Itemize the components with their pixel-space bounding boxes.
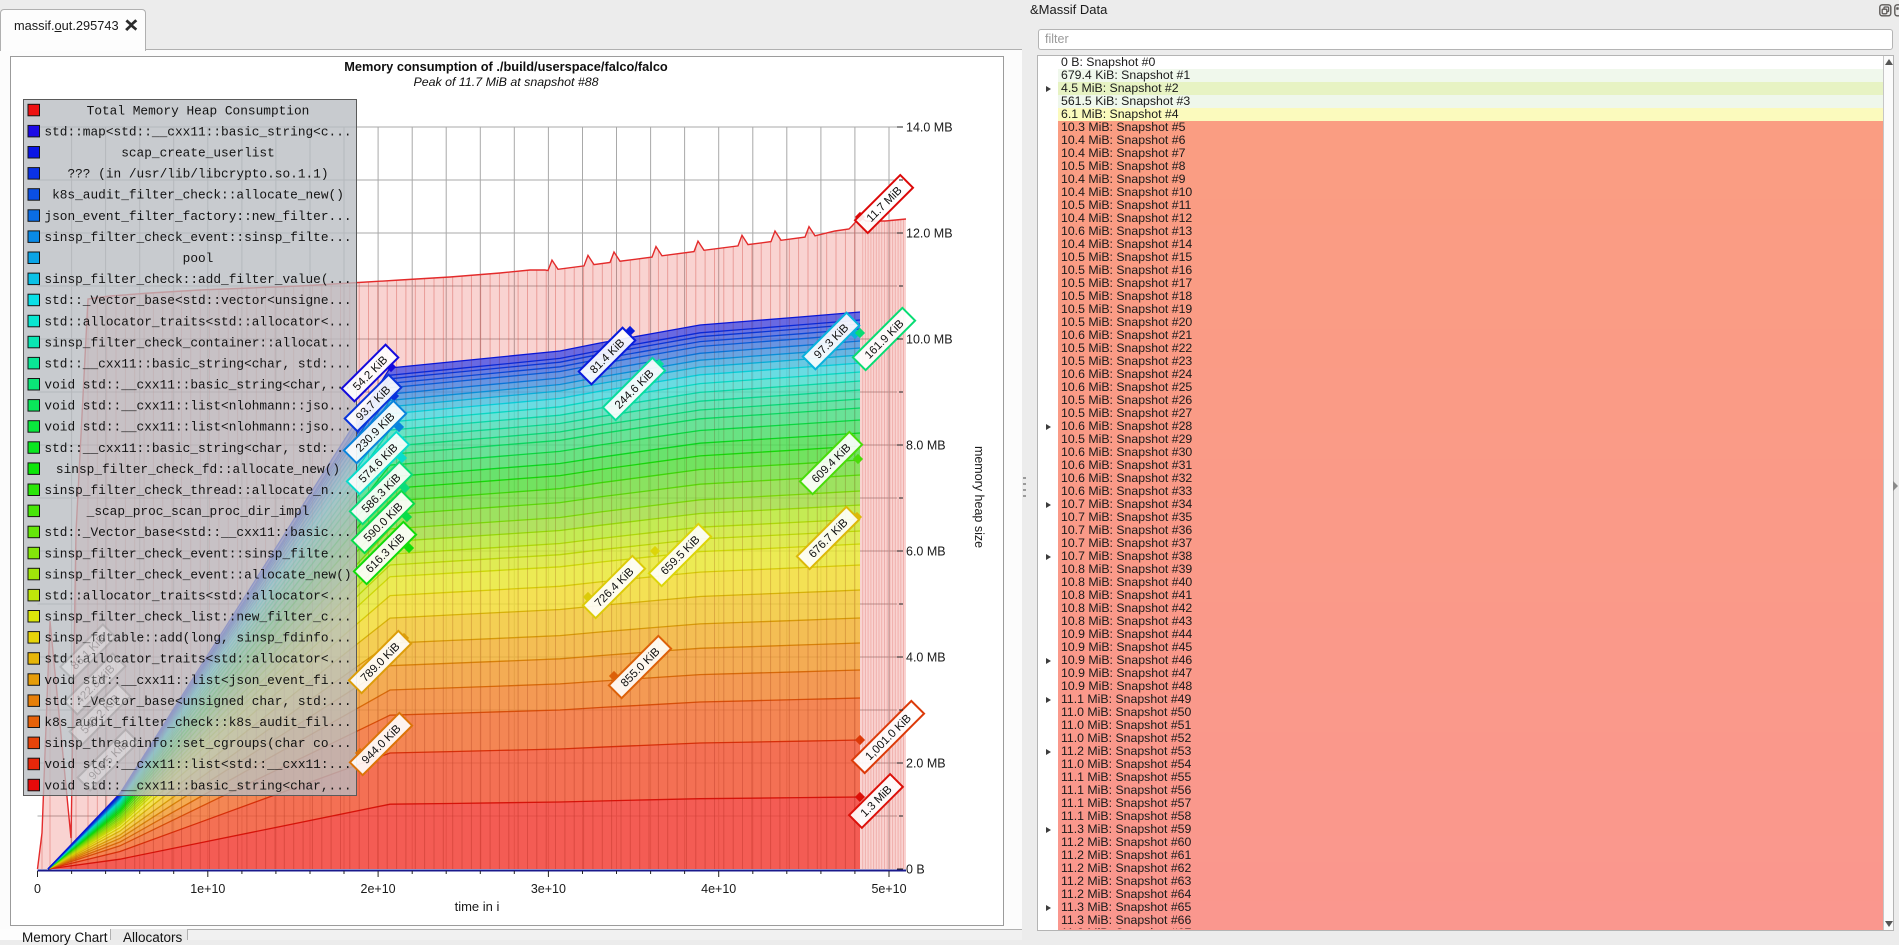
svg-text:Peak of 11.7 MiB at snapshot #: Peak of 11.7 MiB at snapshot #88: [413, 75, 598, 89]
svg-text:k8s_audit_filter_check::k8s_au: k8s_audit_filter_check::k8s_audit_fil...: [44, 715, 351, 730]
svg-text:sinsp_filter_check_container::: sinsp_filter_check_container::allocat...: [44, 335, 351, 350]
svg-text:1e+10: 1e+10: [190, 882, 225, 896]
svg-text:sinsp_filter_check_event::sins: sinsp_filter_check_event::sinsp_filte...: [44, 230, 351, 245]
svg-text:std::_Vector_base<std::vector<: std::_Vector_base<std::vector<unsigne...: [44, 293, 351, 308]
svg-text:void std::__cxx11::list<std::_: void std::__cxx11::list<std::__cxx11:...: [44, 757, 351, 772]
svg-text:sinsp_filter_check_event::sins: sinsp_filter_check_event::sinsp_filte...: [44, 546, 351, 561]
svg-text:void std::__cxx11::basic_strin: void std::__cxx11::basic_string<char,...: [44, 378, 351, 393]
svg-text:2.0 MB: 2.0 MB: [906, 757, 946, 771]
svg-text:6.0 MB: 6.0 MB: [906, 545, 946, 559]
svg-text:??? (in /usr/lib/libcrypto.so.: ??? (in /usr/lib/libcrypto.so.1.1): [67, 167, 328, 182]
svg-text:std::_Vector_base<unsigned cha: std::_Vector_base<unsigned char, std:...: [44, 694, 351, 709]
svg-text:k8s_audit_filter_check::alloca: k8s_audit_filter_check::allocate_new(): [52, 188, 344, 203]
svg-text:4.0 MB: 4.0 MB: [906, 651, 946, 665]
svg-text:sinsp_filter_check_fd::allocat: sinsp_filter_check_fd::allocate_new(): [56, 462, 340, 477]
svg-text:json_event_filter_factory::new: json_event_filter_factory::new_filter...: [44, 209, 351, 224]
svg-text:pool: pool: [183, 251, 214, 266]
svg-text:sinsp_filter_check_list::new_f: sinsp_filter_check_list::new_filter_c...: [44, 610, 351, 625]
svg-text:Total Memory Heap Consumption: Total Memory Heap Consumption: [87, 103, 310, 118]
svg-text:0 B: 0 B: [906, 863, 925, 877]
svg-text:sinsp_threadinfo::set_cgroups(: sinsp_threadinfo::set_cgroups(char co...: [44, 736, 351, 751]
svg-text:void std::__cxx11::list<nlohma: void std::__cxx11::list<nlohmann::jso...: [44, 420, 351, 435]
svg-text:12.0 MB: 12.0 MB: [906, 227, 953, 241]
svg-text:time in i: time in i: [455, 899, 500, 914]
svg-text:2e+10: 2e+10: [361, 882, 396, 896]
svg-text:10.0 MB: 10.0 MB: [906, 333, 953, 347]
svg-text:void std::__cxx11::list<nlohma: void std::__cxx11::list<nlohmann::jso...: [44, 399, 351, 414]
svg-text:std::_Vector_base<std::__cxx11: std::_Vector_base<std::__cxx11::basic...: [44, 525, 351, 540]
svg-text:std::map<std::__cxx11::basic_s: std::map<std::__cxx11::basic_string<c...: [44, 124, 351, 139]
svg-text:sinsp_filter_check_thread::all: sinsp_filter_check_thread::allocate_n...: [44, 483, 351, 498]
svg-text:sinsp_fdtable::add(long, sinsp: sinsp_fdtable::add(long, sinsp_fdinfo...: [44, 631, 351, 646]
svg-text:std::allocator_traits<std::all: std::allocator_traits<std::allocator<...: [44, 314, 351, 329]
svg-text:void std::__cxx11::basic_strin: void std::__cxx11::basic_string<char,...: [44, 778, 351, 793]
svg-text:std::__cxx11::basic_string<cha: std::__cxx11::basic_string<char, std:...: [44, 441, 351, 456]
svg-text:8.0 MB: 8.0 MB: [906, 439, 946, 453]
svg-text:std::__cxx11::basic_string<cha: std::__cxx11::basic_string<char, std:...: [44, 356, 351, 371]
svg-text:3e+10: 3e+10: [531, 882, 566, 896]
svg-text:void std::__cxx11::list<json_e: void std::__cxx11::list<json_event_fi...: [44, 673, 351, 688]
svg-text:Memory consumption of ./build/: Memory consumption of ./build/userspace/…: [344, 59, 668, 74]
svg-text:sinsp_filter_check_event::allo: sinsp_filter_check_event::allocate_new(): [44, 567, 351, 582]
svg-text:4e+10: 4e+10: [701, 882, 736, 896]
svg-text:5e+10: 5e+10: [871, 882, 906, 896]
svg-text:memory heap size: memory heap size: [972, 446, 986, 548]
svg-text:_scap_proc_scan_proc_dir_impl: _scap_proc_scan_proc_dir_impl: [86, 504, 310, 519]
svg-text:0: 0: [34, 882, 41, 896]
svg-text:std::allocator_traits<std::all: std::allocator_traits<std::allocator<...: [44, 588, 351, 603]
svg-text:sinsp_filter_check::add_filter: sinsp_filter_check::add_filter_value(...: [44, 272, 351, 287]
svg-text:std::allocator_traits<std::all: std::allocator_traits<std::allocator<...: [44, 652, 351, 667]
svg-text:14.0 MB: 14.0 MB: [906, 121, 953, 135]
svg-text:scap_create_userlist: scap_create_userlist: [121, 146, 275, 161]
